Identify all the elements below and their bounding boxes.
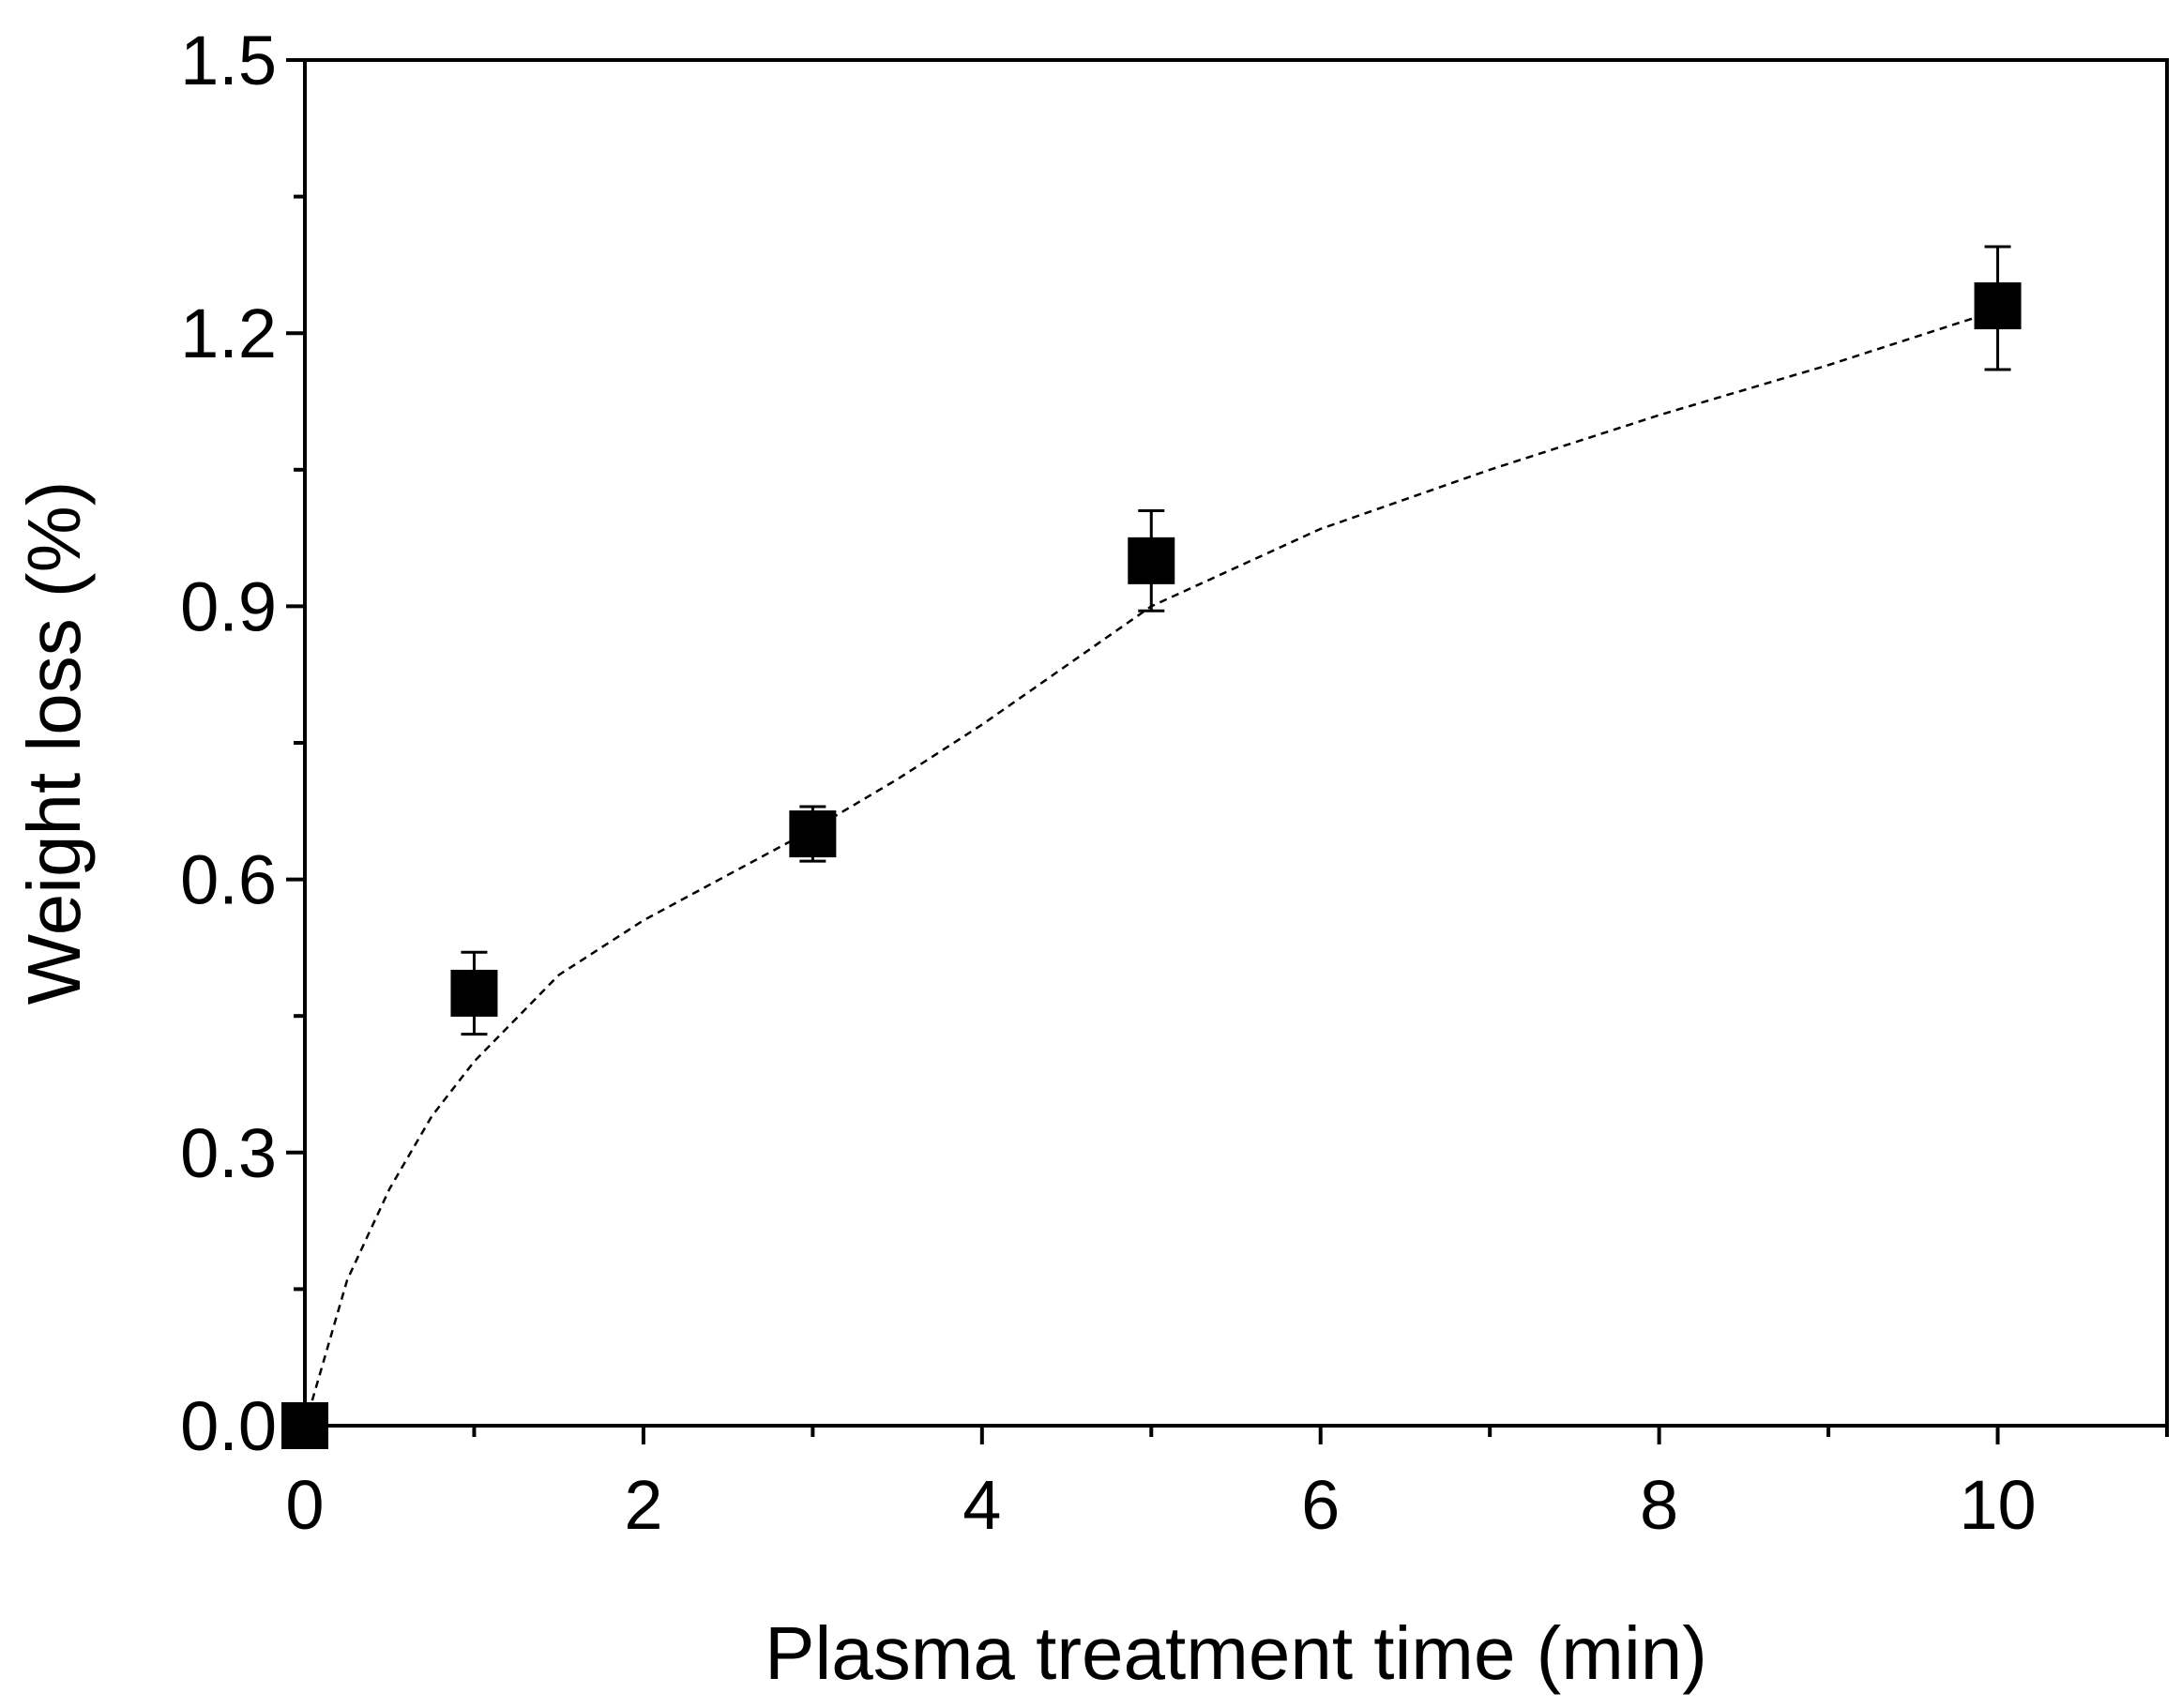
- x-tick-label: 8: [1640, 1466, 1678, 1544]
- x-tick-label: 4: [962, 1466, 1001, 1544]
- y-tick-label: 1.5: [180, 22, 277, 99]
- x-tick-label: 0: [285, 1466, 324, 1544]
- y-tick-label: 0.9: [180, 567, 277, 645]
- x-tick-label: 10: [1959, 1466, 2036, 1544]
- data-point-square: [1974, 282, 2022, 330]
- fit-curve: [303, 309, 1998, 1427]
- data-point-square: [789, 810, 837, 858]
- y-tick-label: 0.6: [180, 841, 277, 919]
- tick-labels-layer: 0 2 4 6 8 10 0.0 0.3 0.6 0.9 1.2 1.5: [180, 22, 2037, 1544]
- y-tick-label: 0.0: [180, 1387, 277, 1465]
- data-point-square: [1128, 537, 1175, 584]
- x-axis-title: Plasma treatment time (min): [765, 1611, 1707, 1695]
- y-tick-label: 0.3: [180, 1114, 277, 1192]
- x-tick-label: 2: [624, 1466, 662, 1544]
- data-points-layer: [281, 245, 2022, 1449]
- y-tick-label: 1.2: [180, 295, 277, 372]
- x-tick-label: 6: [1301, 1466, 1340, 1544]
- fit-line-layer: [303, 309, 1998, 1427]
- axis-ticks-layer: [286, 58, 2169, 1444]
- data-point-square: [450, 969, 498, 1017]
- y-axis-title: Weight loss (%): [12, 481, 96, 1005]
